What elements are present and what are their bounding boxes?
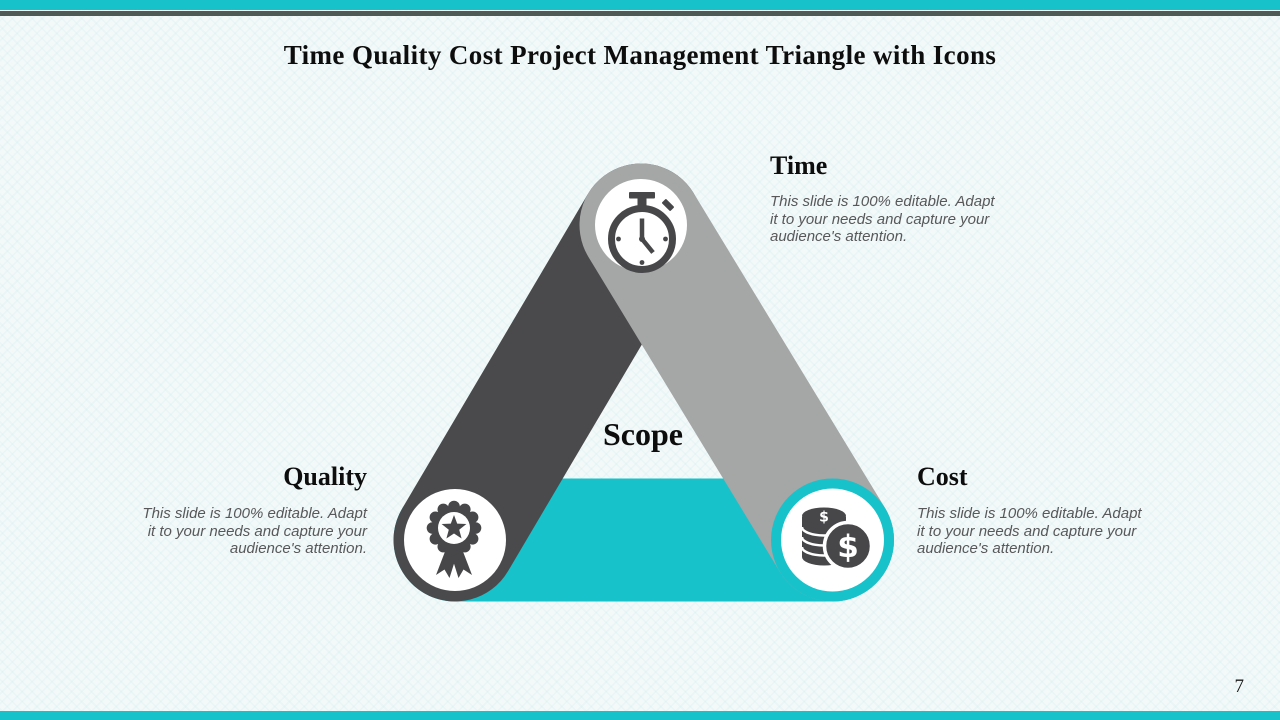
time-description: This slide is 100% editable. Adapt it to…: [770, 193, 995, 245]
quality-label: Quality: [283, 462, 367, 491]
coin-dollar-glyph: $: [837, 529, 859, 565]
time-label: Time: [770, 151, 828, 180]
award-ribbon-icon: [426, 500, 482, 578]
bottom-accent-bar: [0, 711, 1280, 720]
page-title: Time Quality Cost Project Management Tri…: [283, 40, 997, 70]
page-number: 7: [1234, 676, 1245, 697]
cost-description: This slide is 100% editable. Adapt it to…: [917, 505, 1142, 557]
coins-icon: $ $: [800, 507, 874, 572]
cost-label: Cost: [917, 462, 968, 491]
scope-label: Scope: [603, 416, 683, 452]
quality-description: This slide is 100% editable. Adapt it to…: [142, 505, 367, 557]
stopwatch-icon: [608, 192, 676, 273]
top-accent-bar: [0, 0, 1280, 10]
top-slate-line: [0, 11, 1280, 16]
coin-stack-dollar-glyph: $: [819, 510, 829, 526]
